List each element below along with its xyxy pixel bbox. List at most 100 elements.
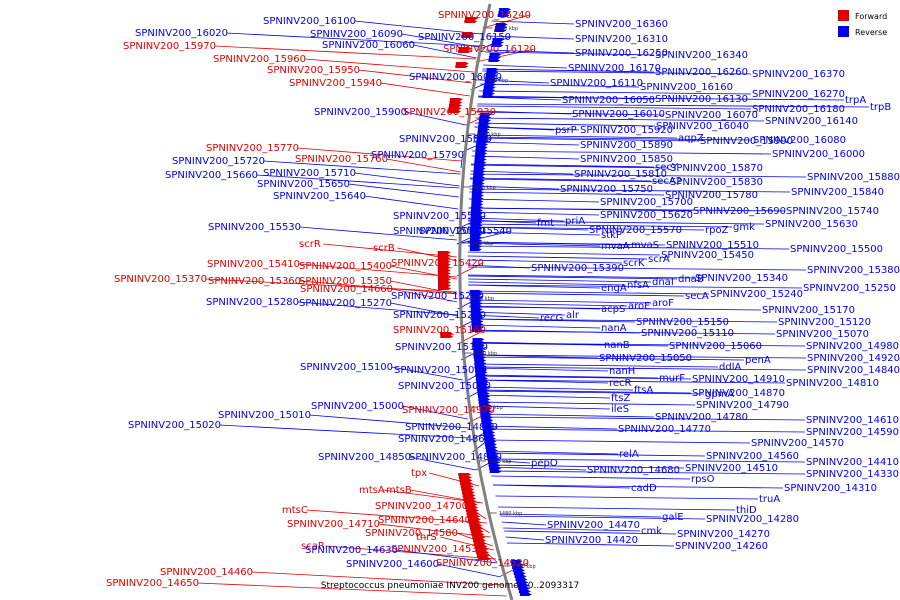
gene-label: SPNINV200_16020 bbox=[135, 28, 228, 39]
connector-line bbox=[493, 484, 784, 489]
connector-line bbox=[469, 185, 560, 190]
gene-feature bbox=[463, 500, 477, 503]
gene-label: SPNINV200_15620 bbox=[600, 210, 693, 221]
gene-feature bbox=[477, 134, 490, 137]
gene-label: ftsA bbox=[634, 385, 653, 396]
gene-label: cmk bbox=[641, 526, 662, 537]
gene-feature bbox=[469, 245, 482, 248]
connector-line bbox=[470, 164, 670, 169]
gene-label: SPNINV200_15020 bbox=[128, 420, 221, 431]
gene-feature bbox=[470, 299, 483, 302]
gene-feature bbox=[440, 332, 454, 335]
gene-label: SPNINV200_16000 bbox=[772, 149, 865, 160]
gene-label: SPNINV200_15150 bbox=[636, 317, 729, 328]
gene-feature bbox=[492, 38, 505, 41]
gene-feature bbox=[491, 44, 504, 47]
gene-label: rpsO bbox=[691, 474, 715, 485]
scale-tick-label: 1580 kbp bbox=[470, 241, 494, 247]
gene-label: SPNINV200_16120 bbox=[443, 44, 536, 55]
gene-label: SPNINV200_15110 bbox=[641, 328, 734, 339]
gene-feature bbox=[437, 257, 451, 260]
gene-feature bbox=[461, 35, 475, 38]
gene-feature bbox=[488, 59, 501, 62]
connector-line bbox=[390, 302, 459, 317]
connector-line bbox=[380, 82, 470, 97]
gene-feature bbox=[437, 263, 451, 266]
gene-feature bbox=[470, 290, 483, 293]
connector-line bbox=[489, 466, 587, 471]
gene-label: scrB bbox=[373, 243, 395, 254]
scale-tick-label: 1480 kbp bbox=[499, 511, 523, 517]
connector-line bbox=[471, 163, 655, 168]
gene-label: rpoZ bbox=[705, 225, 729, 236]
gene-feature bbox=[513, 572, 526, 575]
gene-label: secA bbox=[685, 291, 709, 302]
gene-label: SPNINV200_16080 bbox=[753, 135, 846, 146]
connector-line bbox=[505, 536, 545, 541]
gene-label: SPNINV200_14510 bbox=[685, 463, 778, 474]
gene-label: SPNINV200_14820 bbox=[409, 452, 502, 463]
gene-label: SPNINV200_14470 bbox=[547, 520, 640, 531]
gene-label: SPNINV200_16370 bbox=[752, 69, 845, 80]
connector-line bbox=[485, 49, 575, 54]
gene-feature bbox=[470, 230, 483, 233]
gene-feature bbox=[465, 17, 479, 20]
connector-line bbox=[484, 439, 751, 444]
connector-line bbox=[489, 464, 685, 469]
gene-label: SPNINV200_15970 bbox=[123, 41, 216, 52]
gene-feature bbox=[471, 323, 484, 326]
connector-line bbox=[474, 122, 656, 127]
gene-label: SPNINV200_14460 bbox=[160, 567, 253, 578]
gene-feature bbox=[470, 530, 484, 533]
gene-feature bbox=[438, 284, 452, 287]
gene-label: SPNINV200_16150 bbox=[418, 32, 511, 43]
gene-feature bbox=[471, 314, 484, 317]
gene-label: SPNINV200_14520 bbox=[436, 558, 529, 569]
gene-feature bbox=[468, 521, 482, 524]
gene-feature bbox=[484, 83, 497, 86]
gene-label: SPNINV200_16140 bbox=[765, 116, 858, 127]
scale-tick-label: 1660 kbp bbox=[495, 26, 519, 32]
gene-label: nanB bbox=[604, 340, 630, 351]
connector-line bbox=[469, 306, 762, 311]
gene-feature bbox=[472, 185, 485, 188]
gene-feature bbox=[469, 239, 482, 242]
gene-label: SPNINV200_14270 bbox=[677, 529, 770, 540]
gene-label: mtsB bbox=[386, 485, 412, 496]
gene-label: aroE bbox=[628, 301, 650, 312]
gene-label: SPNINV200_14840 bbox=[807, 365, 900, 376]
gene-feature bbox=[484, 80, 497, 83]
gene-feature bbox=[469, 524, 483, 527]
gene-label: SPNINV200_15750 bbox=[560, 184, 653, 195]
gene-label: scaR bbox=[301, 541, 325, 552]
gene-feature bbox=[495, 23, 508, 26]
gene-label: SPNINV200_15170 bbox=[762, 305, 855, 316]
gene-label: SPNINV200_15280 bbox=[206, 297, 299, 308]
gene-feature bbox=[477, 128, 490, 131]
connector-line bbox=[473, 356, 745, 361]
connector-line bbox=[468, 217, 565, 222]
connector-line bbox=[256, 174, 460, 189]
connector-line bbox=[468, 284, 803, 289]
gene-label: SPNINV200_16310 bbox=[575, 34, 668, 45]
gene-feature bbox=[449, 98, 463, 101]
gene-label: SPNINV200_14410 bbox=[806, 457, 899, 468]
gene-feature bbox=[473, 353, 486, 356]
connector-line bbox=[467, 245, 790, 250]
connector-line bbox=[468, 274, 695, 279]
gene-label: SPNINV200_15650 bbox=[257, 179, 350, 190]
connector-line bbox=[498, 506, 736, 511]
gene-feature bbox=[464, 503, 478, 506]
gene-feature bbox=[469, 527, 483, 530]
connector-line bbox=[480, 416, 806, 421]
connector-line bbox=[297, 147, 462, 162]
connector-line bbox=[482, 428, 806, 433]
connector-line bbox=[470, 330, 776, 335]
gene-feature bbox=[475, 146, 488, 149]
connector-line bbox=[467, 266, 807, 271]
connector-line bbox=[197, 582, 507, 597]
gene-feature bbox=[483, 86, 496, 89]
gene-label: SPNINV200_15570 bbox=[589, 225, 682, 236]
gene-label: recG bbox=[540, 313, 563, 324]
gene-feature bbox=[440, 335, 454, 338]
